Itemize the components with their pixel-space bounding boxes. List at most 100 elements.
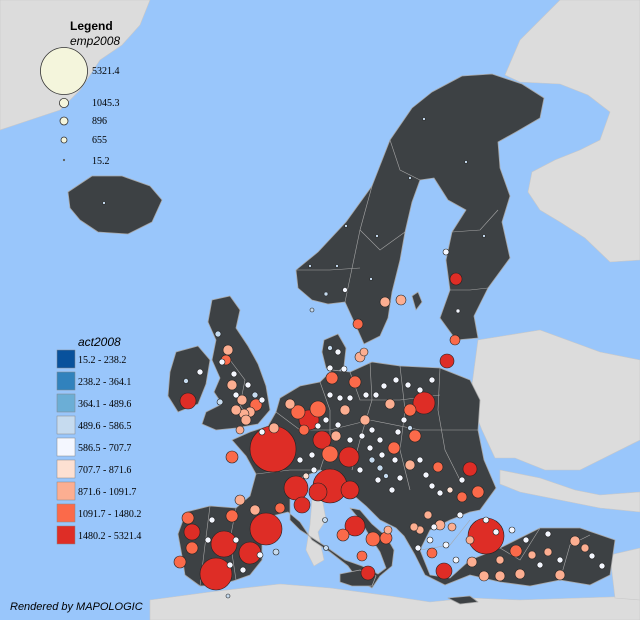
region-symbol [392, 376, 400, 384]
legend-color-label: 15.2 - 238.2 [78, 355, 126, 366]
legend-color-swatch [56, 481, 76, 501]
black-sea-north-shore [499, 469, 640, 513]
border-line [389, 139, 421, 181]
region-symbol [414, 544, 422, 552]
legend-size-variable: emp2008 [70, 34, 120, 48]
africa-land [149, 583, 640, 620]
region-symbol [378, 451, 386, 459]
region-symbol [522, 536, 530, 544]
legend-size-circle [59, 98, 70, 109]
region-symbol [442, 541, 450, 549]
region-symbol [359, 347, 369, 357]
region-symbol [323, 291, 329, 297]
iceland-land [67, 175, 163, 235]
region-symbol [536, 561, 544, 569]
region-symbol [232, 536, 240, 544]
border-line [399, 365, 411, 491]
region-symbol [456, 511, 464, 519]
region-symbol [408, 429, 422, 443]
region-symbol [409, 522, 419, 532]
legend-color-swatch [56, 393, 76, 413]
region-symbol [336, 394, 344, 402]
region-symbol [312, 430, 332, 450]
legend-color-classes: 15.2 - 238.2 238.2 - 364.1 364.1 - 489.6 48… [56, 349, 141, 545]
region-symbol [465, 535, 475, 545]
denmark-land [321, 333, 347, 375]
region-symbol [308, 264, 312, 268]
region-symbol [403, 403, 417, 417]
region-symbol [544, 530, 552, 538]
region-symbol [348, 375, 362, 389]
region-symbol [225, 593, 231, 599]
legend-size-label: 655 [92, 135, 107, 146]
region-symbol [298, 424, 310, 436]
region-symbol [283, 475, 309, 501]
region-symbol [181, 511, 195, 525]
region-symbol [249, 504, 261, 516]
region-symbol [249, 512, 283, 546]
region-symbol [404, 459, 416, 471]
region-symbol [218, 358, 226, 366]
region-symbol [527, 550, 537, 560]
legend-color-label: 489.6 - 586.5 [78, 421, 131, 432]
region-symbol [321, 445, 339, 463]
region-symbol [214, 330, 222, 338]
region-symbol [543, 547, 553, 557]
region-symbol [226, 379, 238, 391]
region-symbol [396, 474, 404, 482]
border-line [499, 527, 541, 561]
region-symbol [310, 466, 318, 474]
region-symbol [376, 436, 384, 444]
region-symbol [494, 570, 506, 582]
region-symbol [196, 368, 204, 376]
credit-text: Rendered by MAPOLOGIC [10, 601, 143, 613]
region-symbol [514, 568, 526, 580]
region-symbol [293, 496, 311, 514]
region-symbol [258, 396, 266, 404]
legend-size-label: 5321.4 [92, 66, 120, 77]
region-symbol [244, 381, 252, 389]
legend-color-swatch [56, 459, 76, 479]
legend-color-label: 238.2 - 364.1 [78, 377, 131, 388]
region-symbol [556, 556, 564, 564]
legend-size-circle [62, 158, 66, 162]
region-symbol [369, 277, 373, 281]
proportional-symbols [102, 117, 606, 599]
region-symbol [482, 516, 490, 524]
region-symbol [404, 381, 412, 389]
legend-color-label: 364.1 - 489.6 [78, 399, 131, 410]
border-line [359, 229, 406, 251]
region-symbol [326, 364, 334, 372]
region-symbol [308, 482, 328, 502]
region-symbol [412, 391, 436, 415]
region-symbol [290, 404, 306, 420]
region-symbol [334, 421, 342, 429]
region-symbol [449, 272, 463, 286]
border-line [451, 209, 499, 233]
legend-color-label: 871.6 - 1091.7 [78, 487, 136, 498]
region-symbol [210, 530, 238, 558]
region-symbol [360, 565, 376, 581]
legend-color-swatch [56, 349, 76, 369]
region-symbol [251, 391, 259, 399]
region-symbol [394, 428, 402, 436]
region-symbol [268, 422, 280, 434]
legend-color-label: 1091.7 - 1480.2 [78, 509, 141, 520]
region-symbol [423, 510, 433, 520]
region-symbol [346, 436, 354, 444]
legend-size-circle [60, 136, 68, 144]
region-symbol [422, 471, 430, 479]
region-symbol [436, 489, 444, 497]
region-symbol [569, 535, 581, 547]
region-symbol [322, 517, 328, 523]
region-symbol [225, 450, 239, 464]
region-symbol [240, 414, 252, 426]
region-symbol [296, 456, 304, 464]
region-symbol [435, 562, 453, 580]
region-symbol [342, 287, 348, 293]
region-symbol [356, 550, 368, 562]
region-symbol [416, 386, 424, 394]
region-symbol [439, 353, 455, 369]
legend: Legend emp2008 5321.4 1045.3 896 655 15.… [40, 19, 141, 545]
